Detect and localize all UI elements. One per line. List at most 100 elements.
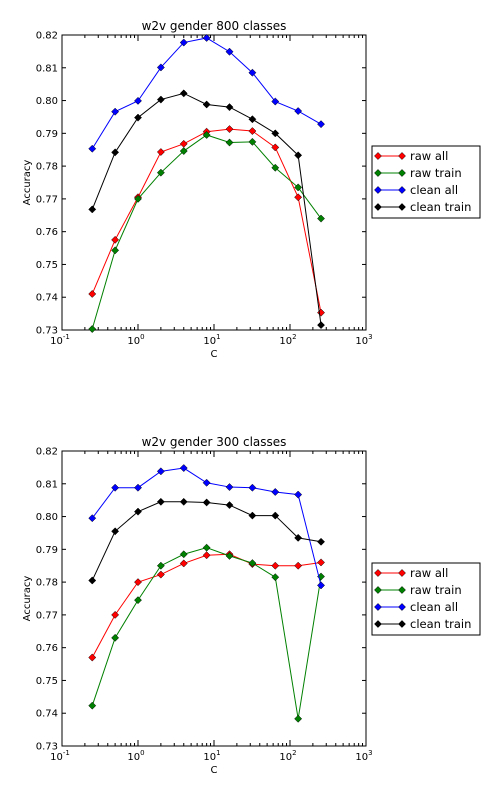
- x-axis-label: C: [211, 765, 218, 776]
- data-point-clean-all: [134, 483, 142, 492]
- data-point-raw-train: [88, 325, 97, 333]
- data-point-raw-all: [248, 127, 257, 135]
- plot-area-frame: [61, 34, 367, 331]
- data-point-raw-train: [294, 714, 303, 723]
- y-tick-label: 0.82: [36, 447, 58, 458]
- y-tick-label: 0.75: [36, 260, 58, 271]
- y-tick-label: 0.79: [36, 545, 58, 556]
- x-tick-label: 10-1: [50, 333, 70, 347]
- data-point-clean-train: [156, 95, 165, 104]
- data-point-clean-all: [179, 38, 188, 47]
- legend-box: [371, 562, 481, 636]
- data-point-clean-all: [202, 478, 211, 487]
- legend-label-raw-train: raw train: [410, 583, 462, 597]
- data-point-clean-all: [88, 514, 97, 523]
- legend-marker-raw-all: [374, 152, 382, 160]
- legend-label-clean-all: clean all: [410, 600, 458, 614]
- data-point-clean-all: [179, 464, 188, 472]
- data-point-clean-train: [134, 113, 142, 122]
- data-point-clean-all: [248, 68, 257, 77]
- x-tick-label-exponent: 0: [140, 333, 144, 341]
- x-tick-label-base: 10: [50, 752, 63, 763]
- x-tick-label-exponent: -1: [63, 749, 70, 757]
- data-point-raw-train: [179, 147, 188, 155]
- x-tick-label: 101: [203, 749, 220, 763]
- x-tick-label-base: 10: [355, 336, 368, 347]
- data-point-raw-all: [294, 561, 303, 570]
- y-axis-label: Accuracy: [22, 576, 33, 622]
- y-tick-label: 0.74: [36, 709, 58, 720]
- data-point-clean-all: [271, 97, 280, 106]
- data-point-raw-all: [156, 148, 165, 156]
- data-point-raw-train: [271, 573, 280, 582]
- data-point-raw-train: [156, 168, 165, 177]
- x-tick-label-base: 10: [203, 336, 216, 347]
- series-raw-train: [88, 131, 325, 333]
- legend-marker-clean-train: [398, 620, 406, 628]
- legend-marker-raw-train: [374, 169, 382, 177]
- legend-label-clean-all: clean all: [410, 183, 458, 197]
- data-point-clean-train: [111, 148, 120, 157]
- legend: raw all raw train clean all clean train: [371, 145, 481, 219]
- data-point-raw-train: [225, 551, 234, 560]
- data-point-clean-train: [294, 533, 303, 542]
- data-point-clean-train: [134, 507, 142, 516]
- legend-marker-raw-all: [374, 569, 382, 577]
- legend-label-clean-train: clean train: [410, 200, 471, 214]
- data-point-clean-train: [111, 527, 120, 536]
- data-point-clean-all: [156, 467, 165, 476]
- x-tick-label-base: 10: [203, 752, 216, 763]
- x-tick-label-exponent: 2: [292, 333, 296, 341]
- data-point-raw-train: [111, 633, 120, 642]
- x-tick-label-base: 10: [279, 336, 292, 347]
- data-point-clean-train: [179, 89, 188, 98]
- x-tick-label-exponent: 3: [368, 333, 372, 341]
- y-tick-label: 0.80: [36, 512, 58, 523]
- data-point-clean-all: [294, 107, 303, 115]
- data-point-clean-train: [294, 151, 303, 160]
- x-tick-label-base: 10: [355, 752, 368, 763]
- data-point-clean-train: [88, 205, 97, 214]
- chart-title: w2v gender 800 classes: [142, 19, 287, 33]
- data-point-raw-train: [134, 596, 142, 605]
- series-clean-train: [88, 497, 325, 585]
- legend-marker-clean-train: [398, 203, 406, 211]
- y-tick-label: 0.76: [36, 227, 58, 238]
- series-clean-all: [88, 464, 325, 590]
- data-point-raw-train: [111, 246, 120, 255]
- data-point-raw-all: [225, 125, 234, 134]
- data-point-raw-all: [271, 143, 280, 152]
- data-point-raw-all: [134, 578, 142, 587]
- data-point-raw-train: [202, 543, 211, 552]
- data-point-raw-all: [111, 235, 120, 244]
- legend-box: [371, 145, 481, 219]
- data-point-raw-train: [156, 561, 165, 570]
- legend-label-raw-train: raw train: [410, 166, 462, 180]
- x-tick-label-exponent: 3: [368, 749, 372, 757]
- y-tick-label: 0.81: [36, 63, 58, 74]
- x-tick-label-base: 10: [50, 336, 63, 347]
- data-point-clean-train: [317, 321, 325, 330]
- data-point-raw-train: [179, 550, 188, 559]
- data-point-clean-all: [88, 144, 97, 153]
- data-point-clean-all: [248, 483, 257, 492]
- data-point-clean-all: [202, 33, 211, 42]
- data-point-raw-all: [317, 558, 325, 567]
- legend-label-raw-all: raw all: [410, 566, 448, 580]
- x-tick-label: 103: [355, 333, 372, 347]
- data-point-raw-train: [248, 137, 257, 146]
- x-tick-label: 102: [279, 333, 296, 347]
- data-point-clean-all: [111, 483, 120, 492]
- plot-area-frame: [61, 450, 367, 747]
- y-tick-label: 0.78: [36, 162, 58, 173]
- data-point-clean-all: [225, 47, 234, 56]
- series-clean-all: [88, 33, 325, 153]
- y-tick-label: 0.73: [36, 742, 58, 753]
- data-point-raw-all: [111, 610, 120, 619]
- y-axis-label: Accuracy: [22, 160, 33, 206]
- legend-marker-raw-all: [398, 152, 406, 160]
- x-axis-label: C: [211, 349, 218, 360]
- data-point-raw-train: [248, 559, 257, 568]
- data-point-clean-all: [317, 120, 325, 129]
- data-point-clean-train: [156, 497, 165, 506]
